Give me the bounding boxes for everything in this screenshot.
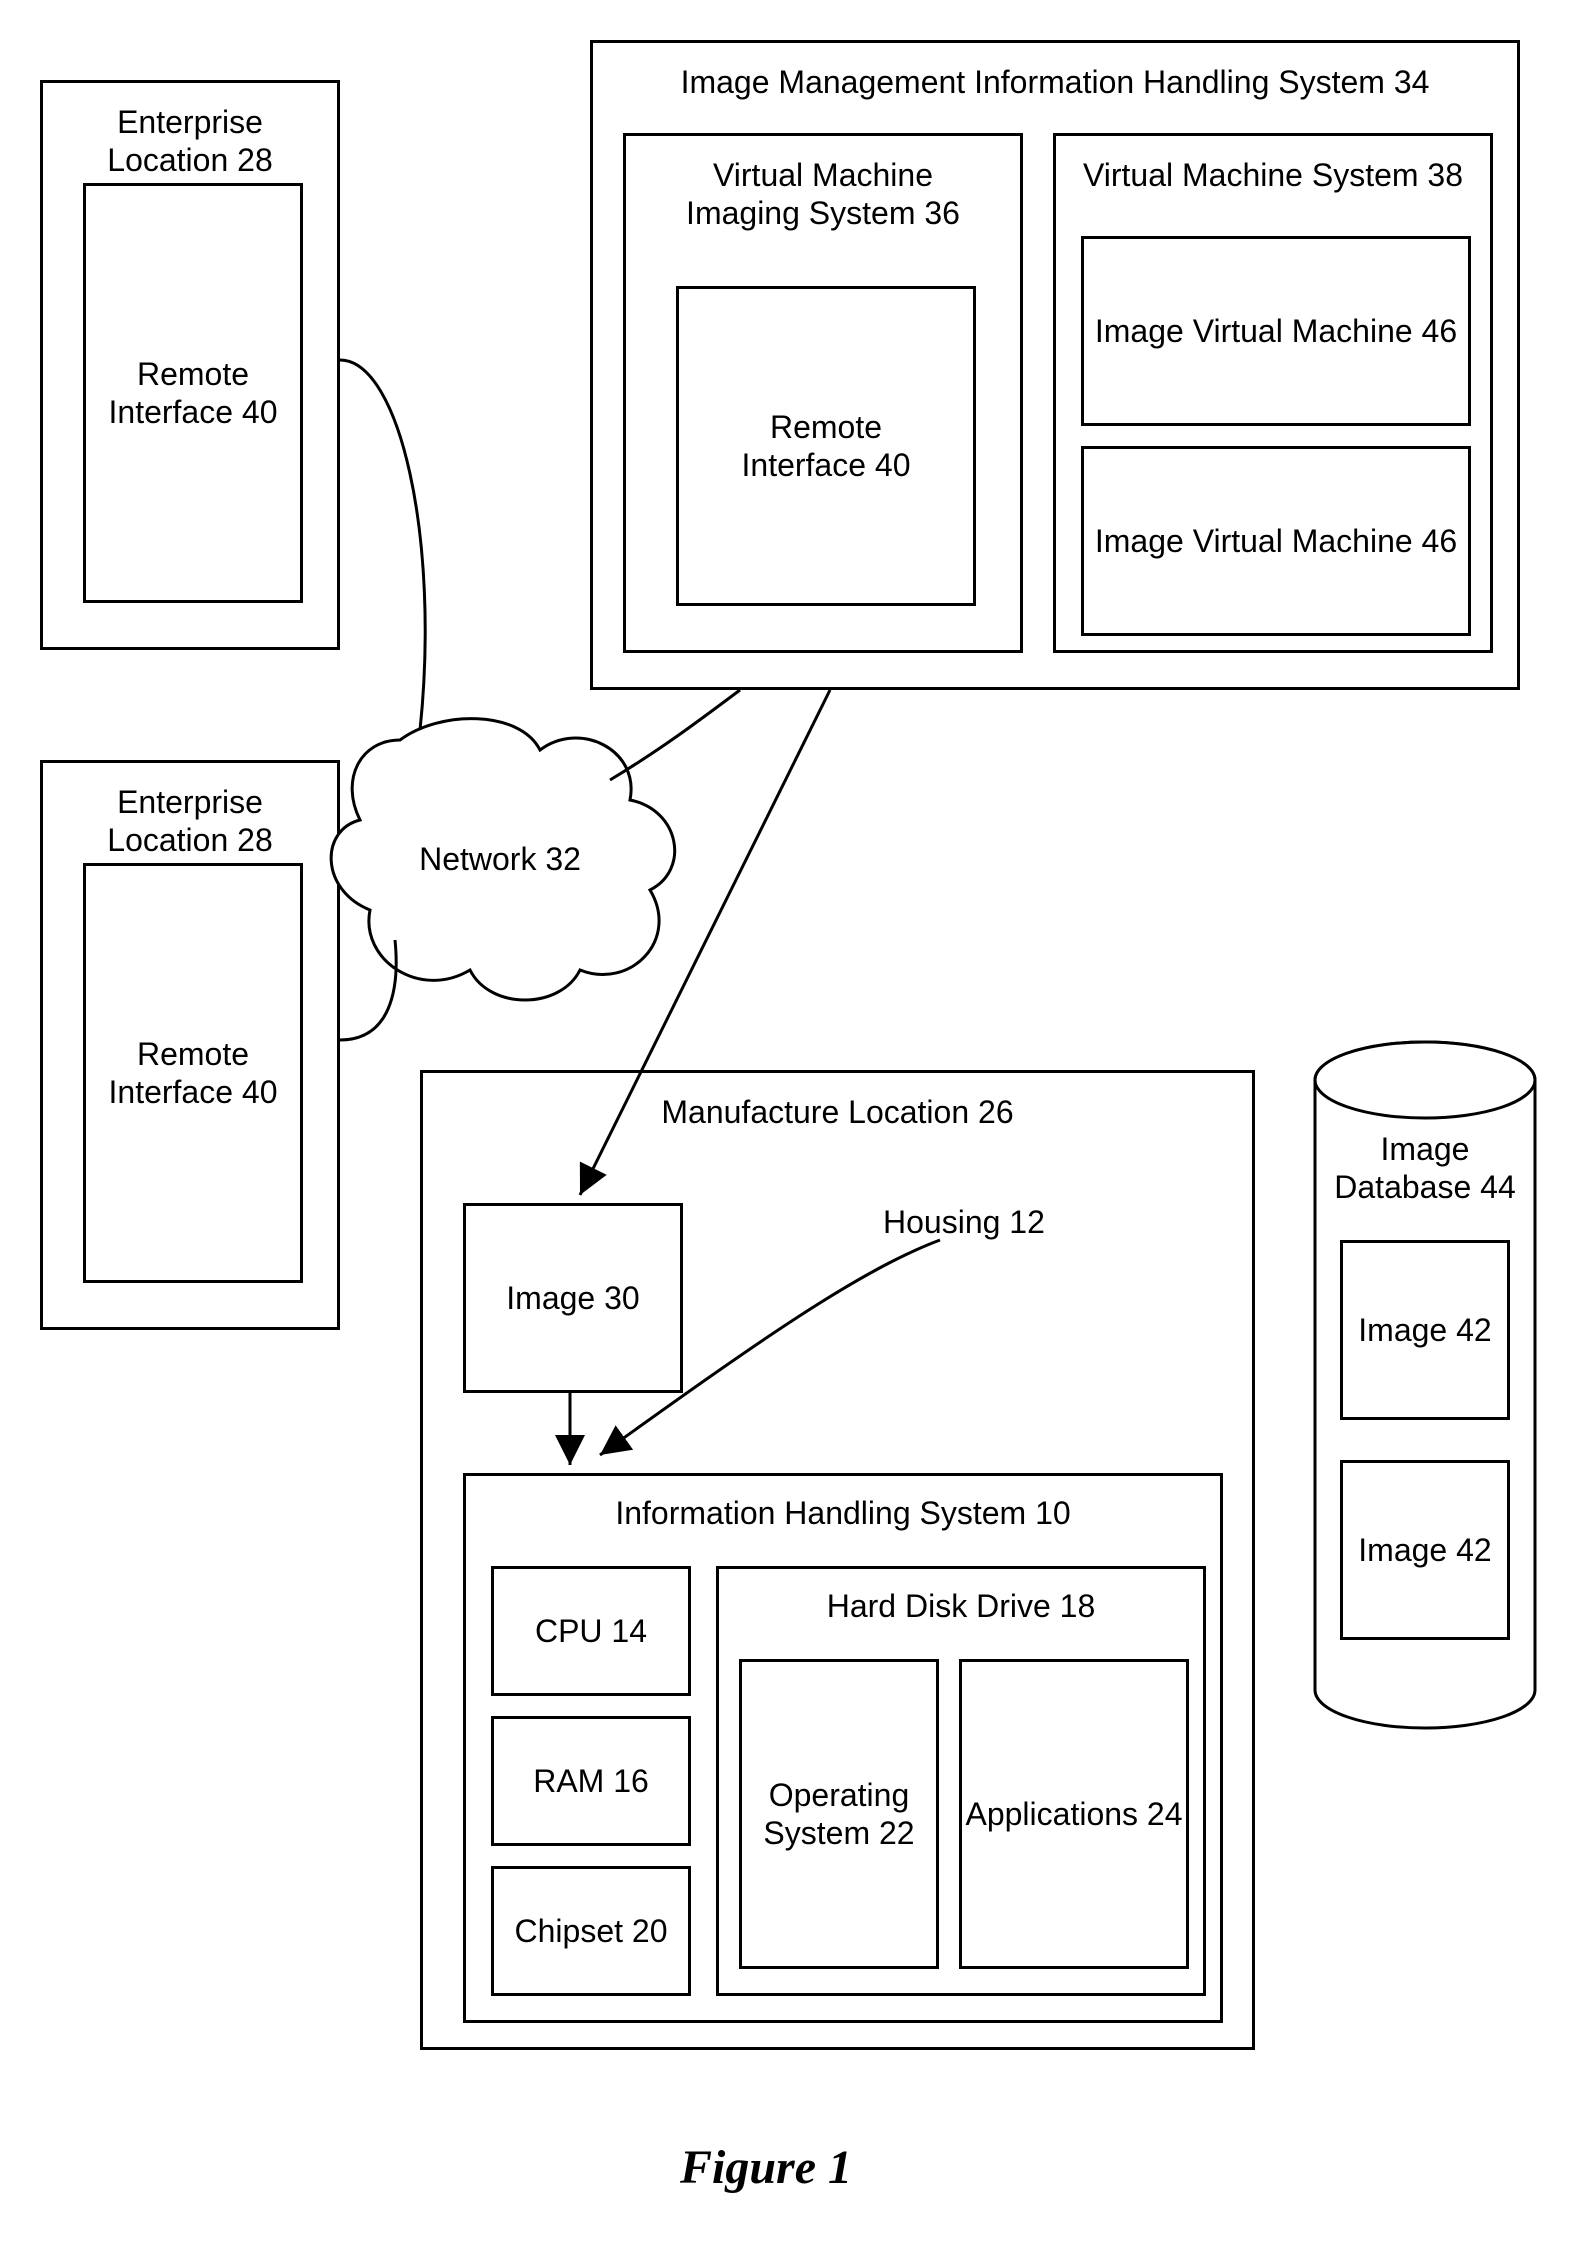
db-image-1-label: Image 42 xyxy=(1358,1311,1491,1349)
db-title: Image Database 44 xyxy=(1310,1130,1540,1207)
image-30: Image 30 xyxy=(463,1203,683,1393)
vm-1: Image Virtual Machine 46 xyxy=(1081,236,1471,426)
enterprise-2-remote: Remote Interface 40 xyxy=(83,863,303,1283)
housing-label: Housing 12 xyxy=(883,1203,1045,1241)
vm-imaging-remote: Remote Interface 40 xyxy=(676,286,976,606)
os-label: Operating System 22 xyxy=(763,1776,914,1853)
applications: Applications 24 xyxy=(959,1659,1189,1969)
cpu-label: CPU 14 xyxy=(535,1612,647,1650)
diagram-canvas: Enterprise Location 28 Remote Interface … xyxy=(40,40,1546,2221)
image-30-label: Image 30 xyxy=(506,1279,639,1317)
hard-disk-drive: Hard Disk Drive 18 Operating System 22 A… xyxy=(716,1566,1206,1996)
image-database: Image Database 44 Image 42 Image 42 xyxy=(1310,1040,1540,1730)
chipset: Chipset 20 xyxy=(491,1866,691,1996)
apps-label: Applications 24 xyxy=(965,1795,1182,1833)
img-mgmt-title: Image Management Information Handling Sy… xyxy=(593,43,1517,121)
vm-2-label: Image Virtual Machine 46 xyxy=(1095,522,1457,560)
vm-system-title: Virtual Machine System 38 xyxy=(1056,136,1490,214)
vm-system: Virtual Machine System 38 Image Virtual … xyxy=(1053,133,1493,653)
ram: RAM 16 xyxy=(491,1716,691,1846)
vm-imaging-remote-label: Remote Interface 40 xyxy=(742,408,911,485)
vm-2: Image Virtual Machine 46 xyxy=(1081,446,1471,636)
vm-imaging-system: Virtual Machine Imaging System 36 Remote… xyxy=(623,133,1023,653)
ihs-title: Information Handling System 10 xyxy=(466,1476,1220,1550)
enterprise-2-remote-label: Remote Interface 40 xyxy=(86,1035,300,1112)
vm-imaging-title: Virtual Machine Imaging System 36 xyxy=(626,136,1020,253)
manufacture-location: Manufacture Location 26 Image 30 Housing… xyxy=(420,1070,1255,2050)
manufacture-title: Manufacture Location 26 xyxy=(423,1073,1252,1151)
network-label: Network 32 xyxy=(419,841,581,877)
vm-1-label: Image Virtual Machine 46 xyxy=(1095,312,1457,350)
operating-system: Operating System 22 xyxy=(739,1659,939,1969)
image-management-system: Image Management Information Handling Sy… xyxy=(590,40,1520,690)
chipset-label: Chipset 20 xyxy=(515,1912,668,1950)
cpu: CPU 14 xyxy=(491,1566,691,1696)
figure-caption: Figure 1 xyxy=(680,2140,852,2195)
enterprise-1-remote-label: Remote Interface 40 xyxy=(86,355,300,432)
ram-label: RAM 16 xyxy=(533,1762,649,1800)
db-image-2: Image 42 xyxy=(1340,1460,1510,1640)
hdd-title: Hard Disk Drive 18 xyxy=(719,1569,1203,1643)
information-handling-system: Information Handling System 10 CPU 14 RA… xyxy=(463,1473,1223,2023)
network-cloud xyxy=(331,719,675,1000)
enterprise-location-2: Enterprise Location 28 Remote Interface … xyxy=(40,760,340,1330)
db-image-2-label: Image 42 xyxy=(1358,1531,1491,1569)
enterprise-1-remote: Remote Interface 40 xyxy=(83,183,303,603)
db-image-1: Image 42 xyxy=(1340,1240,1510,1420)
enterprise-location-1: Enterprise Location 28 Remote Interface … xyxy=(40,80,340,650)
